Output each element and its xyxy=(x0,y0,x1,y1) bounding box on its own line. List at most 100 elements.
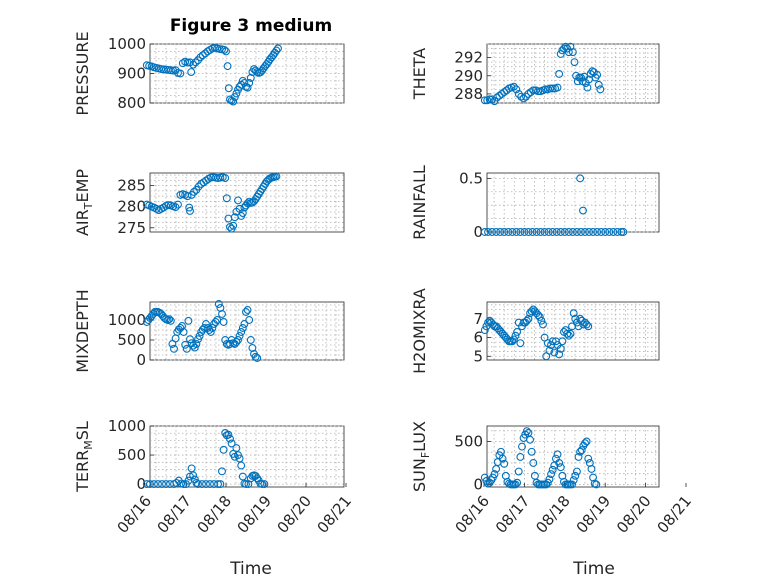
y-tick-label: 0 xyxy=(473,475,483,493)
data-point xyxy=(189,471,198,480)
data-point xyxy=(592,480,601,489)
data-point xyxy=(514,89,523,98)
x-tick-label: 08/16 xyxy=(451,492,493,537)
data-point xyxy=(234,196,242,205)
data-point xyxy=(238,209,247,217)
data-point xyxy=(593,70,602,79)
subplot-6: 567 H2OMIXRA xyxy=(410,288,660,374)
data-point xyxy=(214,300,223,308)
data-point xyxy=(540,228,549,236)
data-point xyxy=(601,228,610,236)
data-point xyxy=(162,480,170,489)
data-point xyxy=(260,480,269,489)
data-point xyxy=(223,62,232,71)
y-tick-label: 285 xyxy=(117,177,146,195)
x-tick-label: 08/17 xyxy=(153,492,195,537)
data-point xyxy=(617,228,626,236)
data-point xyxy=(232,89,241,98)
data-point xyxy=(556,344,565,353)
data-point xyxy=(522,316,531,325)
data-point xyxy=(220,45,229,54)
data-point xyxy=(488,228,497,236)
data-point xyxy=(480,96,489,105)
data-point xyxy=(235,332,244,340)
y-tick-label: 275 xyxy=(117,219,146,237)
data-point xyxy=(245,78,254,87)
data-point xyxy=(568,480,577,489)
data-point xyxy=(556,463,565,472)
data-point xyxy=(226,434,234,443)
data-point xyxy=(582,437,591,446)
data-point xyxy=(541,85,550,94)
data-point xyxy=(198,51,207,60)
y-tick-label: 0 xyxy=(136,475,146,493)
data-point xyxy=(490,470,499,479)
data-point xyxy=(526,88,535,97)
data-point xyxy=(237,328,246,336)
data-point xyxy=(187,68,196,76)
y-tick-label: 0 xyxy=(136,351,146,369)
data-point xyxy=(597,228,606,236)
data-point xyxy=(182,344,191,353)
data-point xyxy=(186,206,194,215)
data-point xyxy=(224,84,233,93)
data-point xyxy=(548,465,557,474)
data-point xyxy=(589,228,598,236)
y-tick-label: 500 xyxy=(454,432,483,450)
data-point xyxy=(605,228,614,236)
data-point xyxy=(194,480,202,489)
data-point xyxy=(219,318,228,326)
y-axis-label: THETA xyxy=(410,48,429,100)
data-point xyxy=(258,480,266,489)
data-point xyxy=(613,228,622,236)
data-point xyxy=(251,352,260,361)
data-point xyxy=(485,95,494,104)
data-point xyxy=(546,84,555,93)
data-point xyxy=(170,344,178,353)
data-point xyxy=(243,83,252,92)
data-point xyxy=(174,200,182,209)
data-point xyxy=(516,452,525,461)
subplot-1: 800 900 1000 PRESSURE xyxy=(73,31,345,116)
data-point xyxy=(227,439,236,448)
data-point xyxy=(555,70,564,78)
data-point xyxy=(198,480,206,489)
data-point xyxy=(216,480,225,489)
y-axis-label: MIXDEPTH xyxy=(73,289,92,372)
data-point xyxy=(511,480,520,489)
y-tick-label: 500 xyxy=(117,446,146,464)
data-point xyxy=(539,320,547,329)
data-point xyxy=(527,447,536,456)
data-point xyxy=(568,228,577,236)
data-point xyxy=(184,316,193,325)
data-point xyxy=(154,480,162,489)
data-point xyxy=(190,188,198,196)
data-point xyxy=(583,83,592,92)
data-point xyxy=(186,335,194,344)
data-point xyxy=(520,228,529,236)
data-point xyxy=(577,446,586,455)
data-point xyxy=(158,480,166,489)
data-point xyxy=(576,447,585,456)
y-axis-label: TERRMSL xyxy=(73,421,95,493)
data-point xyxy=(574,452,583,461)
x-tick-label: 08/20 xyxy=(613,492,655,537)
data-point xyxy=(560,228,569,236)
data-point xyxy=(200,324,209,332)
x-tick-label: 08/16 xyxy=(113,492,155,537)
data-point xyxy=(553,450,562,459)
subplot-5: 0 500 1000 MIXDEPTH xyxy=(73,289,345,373)
data-point xyxy=(222,194,231,203)
data-point xyxy=(550,348,559,357)
data-point xyxy=(498,454,507,463)
data-point xyxy=(183,192,192,201)
data-point xyxy=(509,335,518,344)
data-point xyxy=(218,467,226,476)
data-point xyxy=(596,85,605,94)
data-point xyxy=(579,206,587,215)
data-point xyxy=(532,228,541,236)
data-point xyxy=(517,92,526,101)
data-point xyxy=(202,480,210,489)
data-point xyxy=(211,318,220,326)
